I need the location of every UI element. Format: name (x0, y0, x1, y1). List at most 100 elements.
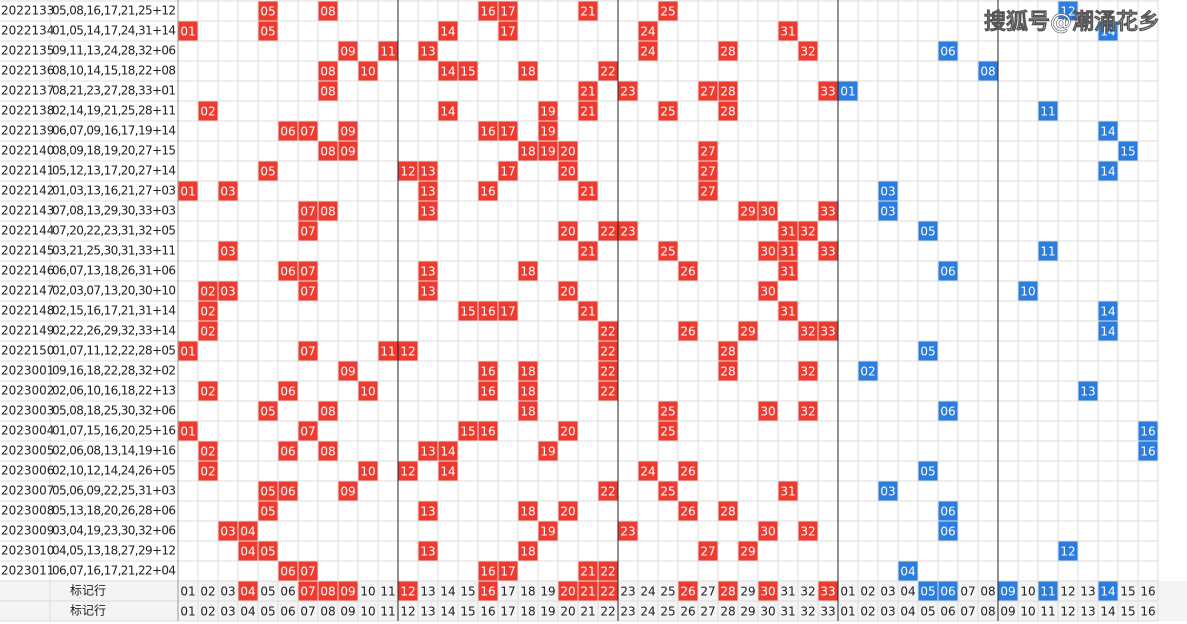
red-column: 01 (180, 605, 195, 619)
draw: 07,20,22,23,31,32+05 (52, 224, 176, 238)
red-ball-bg (778, 221, 798, 241)
red-ball: 18 (520, 65, 535, 79)
red-ball-bg (318, 61, 338, 81)
red-ball: 29 (740, 205, 755, 219)
blue-ball-bg (1098, 321, 1118, 341)
red-column: 12 (400, 605, 415, 619)
red-ball: 05 (260, 165, 275, 179)
red-ball-bg (658, 421, 678, 441)
red-ball-bg (418, 261, 438, 281)
red-ball-bg (458, 301, 478, 321)
blue-ball: 05 (920, 225, 935, 239)
red-ball-bg (598, 341, 618, 361)
draw: 08,10,14,15,18,22+08 (52, 64, 176, 78)
blue-column: 15 (1120, 605, 1135, 619)
red-ball: 31 (780, 265, 795, 279)
blue-ball-bg (1118, 141, 1138, 161)
red-ball-bg (478, 361, 498, 381)
marked-red-bg (818, 581, 838, 601)
blue-column: 14 (1100, 605, 1115, 619)
red-ball: 10 (360, 385, 375, 399)
red-ball: 18 (520, 265, 535, 279)
blue-ball: 04 (900, 565, 915, 579)
red-column: 24 (640, 585, 655, 599)
red-ball: 01 (180, 345, 195, 359)
red-ball-bg (798, 321, 818, 341)
red-ball-bg (478, 301, 498, 321)
red-ball-bg (738, 321, 758, 341)
marked-red-bg (398, 581, 418, 601)
red-ball-bg (778, 261, 798, 281)
blue-column: 13 (1080, 605, 1095, 619)
red-ball: 26 (680, 465, 695, 479)
draw: 05,06,09,22,25,31+03 (52, 484, 176, 498)
red-ball-bg (218, 241, 238, 261)
red-ball-bg (658, 481, 678, 501)
red-column: 18 (520, 585, 535, 599)
blue-ball: 06 (940, 405, 955, 419)
blue-ball: 05 (920, 465, 935, 479)
issue: 2023006 (1, 464, 54, 478)
marker-label: 标记行 (70, 604, 106, 618)
red-column: 03 (220, 605, 235, 619)
red-ball-bg (578, 301, 598, 321)
red-column: 09 (340, 605, 355, 619)
blue-ball: 03 (880, 185, 895, 199)
red-ball: 03 (220, 245, 235, 259)
red-ball-bg (658, 241, 678, 261)
draw: 06,07,09,16,17,19+14 (52, 124, 176, 138)
red-column: 20 (560, 605, 575, 619)
blue-column: 07 (960, 585, 975, 599)
red-ball-bg (798, 41, 818, 61)
red-ball-bg (618, 81, 638, 101)
red-ball-bg (518, 141, 538, 161)
blue-column: 07 (960, 605, 975, 619)
red-ball: 16 (480, 305, 495, 319)
red-ball: 08 (320, 5, 335, 19)
red-ball: 31 (780, 25, 795, 39)
red-ball-bg (538, 141, 558, 161)
red-column: 15 (460, 585, 475, 599)
blue-column: 10 (1020, 585, 1035, 599)
draw: 01,07,11,12,22,28+05 (52, 344, 176, 358)
red-column: 24 (640, 605, 655, 619)
red-ball-bg (798, 221, 818, 241)
blue-ball: 14 (1100, 125, 1115, 139)
red-ball-bg (478, 181, 498, 201)
red-ball-bg (418, 41, 438, 61)
marked-red-bg (478, 581, 498, 601)
blue-column: 10 (1020, 605, 1035, 619)
red-ball: 09 (340, 485, 355, 499)
red-ball-bg (518, 401, 538, 421)
issue: 2022148 (1, 304, 54, 318)
blue-column: 03 (880, 585, 895, 599)
draw: 09,11,13,24,28,32+06 (52, 44, 176, 58)
red-ball: 26 (680, 325, 695, 339)
red-ball-bg (778, 241, 798, 261)
blue-ball-bg (878, 181, 898, 201)
blue-ball-bg (1058, 1, 1078, 21)
marked-red-bg (238, 581, 258, 601)
draw: 02,22,26,29,32,33+14 (52, 324, 176, 338)
red-ball-bg (278, 481, 298, 501)
blue-column: 16 (1140, 585, 1155, 599)
red-ball-bg (598, 481, 618, 501)
red-ball: 32 (800, 45, 815, 59)
red-ball-bg (698, 541, 718, 561)
red-ball-bg (218, 181, 238, 201)
red-ball-bg (498, 121, 518, 141)
blue-ball-bg (1038, 241, 1058, 261)
red-column: 25 (660, 605, 675, 619)
issue: 2022133 (1, 4, 54, 18)
red-ball-bg (338, 141, 358, 161)
red-column: 11 (380, 585, 395, 599)
issue: 2023004 (1, 424, 54, 438)
red-ball-bg (718, 361, 738, 381)
blue-column: 01 (840, 605, 855, 619)
red-ball-bg (418, 281, 438, 301)
red-column: 05 (260, 585, 275, 599)
red-ball: 12 (400, 345, 415, 359)
red-ball: 04 (240, 525, 255, 539)
red-ball: 25 (660, 105, 675, 119)
red-ball-bg (518, 61, 538, 81)
